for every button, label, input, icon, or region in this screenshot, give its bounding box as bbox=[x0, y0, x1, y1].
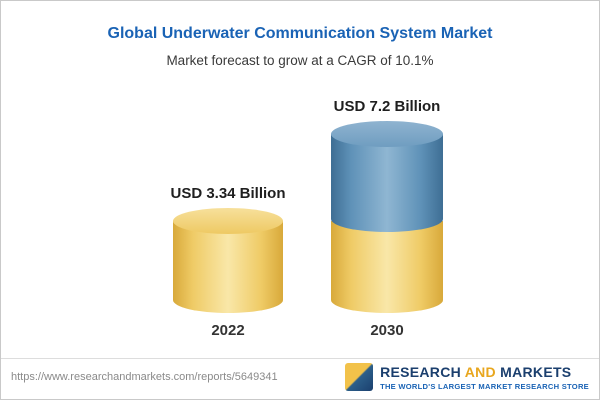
value-label-2022: USD 3.34 Billion bbox=[170, 185, 286, 202]
bar-2022 bbox=[173, 208, 283, 313]
bar-2030 bbox=[331, 121, 443, 313]
bar-2030-yellow-segment bbox=[331, 221, 443, 313]
bar-2030-blue-segment bbox=[331, 134, 443, 232]
value-label-2030: USD 7.2 Billion bbox=[333, 98, 441, 115]
bar-2022-top-cap bbox=[173, 208, 283, 234]
report-url-link[interactable]: https://www.researchandmarkets.com/repor… bbox=[11, 371, 278, 383]
brand-name: RESEARCH AND MARKETS bbox=[380, 364, 571, 380]
chart-title: Global Underwater Communication System M… bbox=[107, 25, 493, 42]
researchandmarkets-logo-icon bbox=[345, 363, 374, 391]
bar-2022-body bbox=[173, 221, 283, 313]
brand-tagline: THE WORLD'S LARGEST MARKET RESEARCH STOR… bbox=[380, 381, 589, 391]
footer-divider bbox=[1, 358, 599, 359]
chart-subtitle: Market forecast to grow at a CAGR of 10.… bbox=[166, 53, 434, 68]
researchandmarkets-logo: RESEARCH AND MARKETS THE WORLD'S LARGEST… bbox=[345, 363, 589, 391]
brand-word-research: RESEARCH bbox=[380, 363, 465, 380]
brand-word-markets: MARKETS bbox=[495, 363, 572, 380]
brand-word-and: AND bbox=[464, 363, 496, 380]
brand-text-block: RESEARCH AND MARKETS THE WORLD'S LARGEST… bbox=[380, 364, 589, 391]
axis-label-2030: 2030 bbox=[370, 322, 404, 339]
axis-label-2022: 2022 bbox=[211, 322, 245, 339]
bar-2030-top-cap bbox=[331, 121, 443, 147]
